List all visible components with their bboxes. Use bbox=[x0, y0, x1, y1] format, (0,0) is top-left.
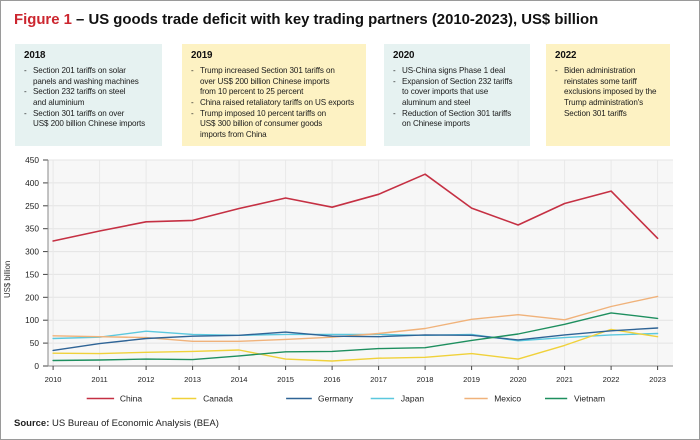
svg-text:200: 200 bbox=[25, 292, 39, 302]
svg-text:2013: 2013 bbox=[184, 375, 201, 384]
svg-text:Canada: Canada bbox=[203, 394, 233, 404]
svg-text:2016: 2016 bbox=[324, 375, 341, 384]
svg-text:2014: 2014 bbox=[231, 375, 248, 384]
svg-text:350: 350 bbox=[25, 224, 39, 234]
svg-text:2020: 2020 bbox=[510, 375, 527, 384]
svg-text:100: 100 bbox=[25, 315, 39, 325]
svg-text:0: 0 bbox=[34, 361, 39, 371]
svg-text:300: 300 bbox=[25, 247, 39, 257]
svg-text:2017: 2017 bbox=[370, 375, 387, 384]
svg-text:Germany: Germany bbox=[318, 394, 354, 404]
svg-text:2023: 2023 bbox=[649, 375, 666, 384]
svg-text:450: 450 bbox=[25, 155, 39, 165]
svg-text:400: 400 bbox=[25, 178, 39, 188]
svg-text:50: 50 bbox=[30, 338, 40, 348]
svg-text:Japan: Japan bbox=[401, 394, 424, 404]
svg-text:2019: 2019 bbox=[463, 375, 480, 384]
svg-text:2010: 2010 bbox=[45, 375, 62, 384]
svg-text:150: 150 bbox=[25, 269, 39, 279]
svg-text:2012: 2012 bbox=[138, 375, 155, 384]
svg-text:2018: 2018 bbox=[417, 375, 434, 384]
svg-text:2015: 2015 bbox=[277, 375, 294, 384]
svg-text:Vietnam: Vietnam bbox=[574, 394, 605, 404]
svg-text:250: 250 bbox=[25, 201, 39, 211]
svg-text:2011: 2011 bbox=[91, 375, 107, 384]
svg-text:China: China bbox=[120, 394, 142, 404]
svg-text:2021: 2021 bbox=[556, 375, 573, 384]
svg-text:Mexico: Mexico bbox=[494, 394, 521, 404]
svg-text:2022: 2022 bbox=[603, 375, 620, 384]
